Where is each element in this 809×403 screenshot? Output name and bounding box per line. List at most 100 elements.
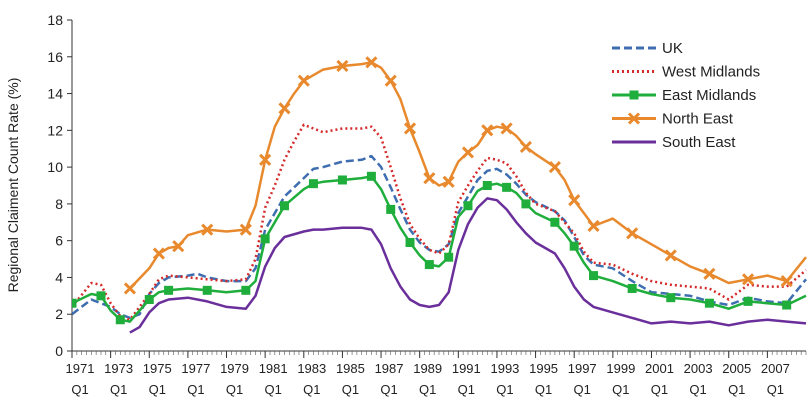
data-point-marker <box>172 240 185 253</box>
x-tick-year-label: 1971 <box>66 361 95 376</box>
x-tick-year-label: 2007 <box>761 361 790 376</box>
cross-stroke <box>461 146 475 159</box>
x-tick-year-label: 1999 <box>606 361 635 376</box>
x-tick-year-label: 1991 <box>452 361 481 376</box>
data-point-marker <box>627 283 637 293</box>
x-tick-quarter-label: Q1 <box>187 382 204 397</box>
y-tick-label: 6 <box>55 233 63 249</box>
series-line <box>129 197 807 334</box>
data-point-marker <box>123 282 137 295</box>
data-point-marker <box>164 285 174 295</box>
legend-marker <box>629 90 639 100</box>
data-point-marker <box>336 59 349 73</box>
data-point-marker <box>550 217 560 227</box>
data-point-marker <box>519 140 532 153</box>
x-tick-year-label: 1983 <box>297 361 326 376</box>
y-tick-label: 4 <box>55 269 63 285</box>
data-point-marker <box>423 172 436 185</box>
y-tick-label: 0 <box>55 343 63 359</box>
legend-label: UK <box>662 40 683 57</box>
legend-item: North East <box>612 111 734 128</box>
cross-stroke <box>239 223 252 236</box>
legend-label: West Midlands <box>662 64 760 81</box>
data-point-marker <box>260 234 270 244</box>
cross-stroke <box>172 240 185 253</box>
data-point-marker <box>704 298 714 308</box>
legend-label: East Midlands <box>662 87 756 104</box>
legend-item: South East <box>612 134 736 151</box>
x-tick-year-label: 1997 <box>568 361 597 376</box>
cross-stroke <box>703 267 716 280</box>
legend-label: South East <box>662 134 736 151</box>
x-tick-quarter-label: Q1 <box>303 382 320 397</box>
data-point-marker <box>308 179 318 189</box>
data-point-marker <box>278 102 291 115</box>
x-tick-year-label: 1973 <box>104 361 133 376</box>
y-tick-label: 8 <box>55 196 63 212</box>
cross-stroke <box>664 249 677 262</box>
data-point-marker <box>96 291 106 301</box>
data-point-marker <box>239 223 252 236</box>
data-point-marker <box>481 124 494 137</box>
cross-stroke <box>741 273 755 286</box>
x-tick-quarter-label: Q1 <box>574 382 591 397</box>
x-tick-quarter-label: Q1 <box>149 382 166 397</box>
data-point-marker <box>115 315 125 325</box>
series-south-east <box>129 197 807 334</box>
cross-stroke <box>481 124 494 137</box>
series-line <box>128 61 807 290</box>
x-tick-quarter-label: Q1 <box>728 382 745 397</box>
data-point-marker <box>664 249 677 262</box>
data-point-marker <box>587 219 600 233</box>
data-point-marker <box>502 182 512 192</box>
x-tick-quarter-label: Q1 <box>689 382 706 397</box>
data-point-marker <box>703 267 716 280</box>
cross-stroke <box>365 56 378 69</box>
x-tick-year-label: 1977 <box>181 361 210 376</box>
data-point-marker <box>463 201 473 211</box>
cross-stroke <box>152 247 165 260</box>
x-tick-year-label: 2003 <box>684 361 713 376</box>
x-tick-quarter-label: Q1 <box>264 382 281 397</box>
cross-stroke <box>548 161 561 174</box>
x-tick-year-label: 1975 <box>143 361 172 376</box>
x-tick-year-label: 1993 <box>490 361 519 376</box>
chart-ticks: 0 2 4 6 8 10 12 14 16 18 1971 Q1 1973 Q1 1975 Q1 1977 Q1 1… <box>47 12 807 397</box>
legend-item: East Midlands <box>612 87 756 104</box>
cross-stroke <box>259 153 272 166</box>
x-tick-year-label: 2005 <box>722 361 751 376</box>
data-point-marker <box>461 146 475 159</box>
cross-stroke <box>442 175 455 188</box>
legend-item: West Midlands <box>612 64 760 81</box>
x-tick-quarter-label: Q1 <box>110 382 127 397</box>
y-tick-label: 2 <box>55 306 63 322</box>
x-tick-quarter-label: Q1 <box>767 382 784 397</box>
data-point-marker <box>202 285 212 295</box>
series-east-midlands <box>72 171 807 325</box>
cross-stroke <box>587 219 600 233</box>
data-point-marker <box>782 300 792 310</box>
cross-stroke <box>403 122 417 135</box>
x-tick-quarter-label: Q1 <box>226 382 243 397</box>
data-point-marker <box>548 161 561 174</box>
data-point-marker <box>568 194 581 207</box>
legend-marker <box>627 112 641 125</box>
data-point-marker <box>743 296 753 306</box>
cross-stroke <box>123 282 137 295</box>
chart-legend: UK West Midlands East Midlands North East So… <box>612 40 760 151</box>
data-point-marker <box>241 285 251 295</box>
data-point-marker <box>521 199 531 209</box>
y-tick-label: 16 <box>47 49 63 65</box>
data-point-marker <box>279 201 289 211</box>
x-tick-quarter-label: Q1 <box>71 382 88 397</box>
x-tick-year-label: 2001 <box>645 361 674 376</box>
legend-item: UK <box>612 40 683 57</box>
x-tick-year-label: 1989 <box>413 361 442 376</box>
data-point-marker <box>444 252 454 262</box>
data-point-marker <box>780 275 793 288</box>
y-axis-label: Regional Claiment Count Rate (%) <box>5 78 21 293</box>
x-tick-quarter-label: Q1 <box>496 382 513 397</box>
series-uk <box>72 154 807 320</box>
data-point-marker <box>500 122 513 135</box>
